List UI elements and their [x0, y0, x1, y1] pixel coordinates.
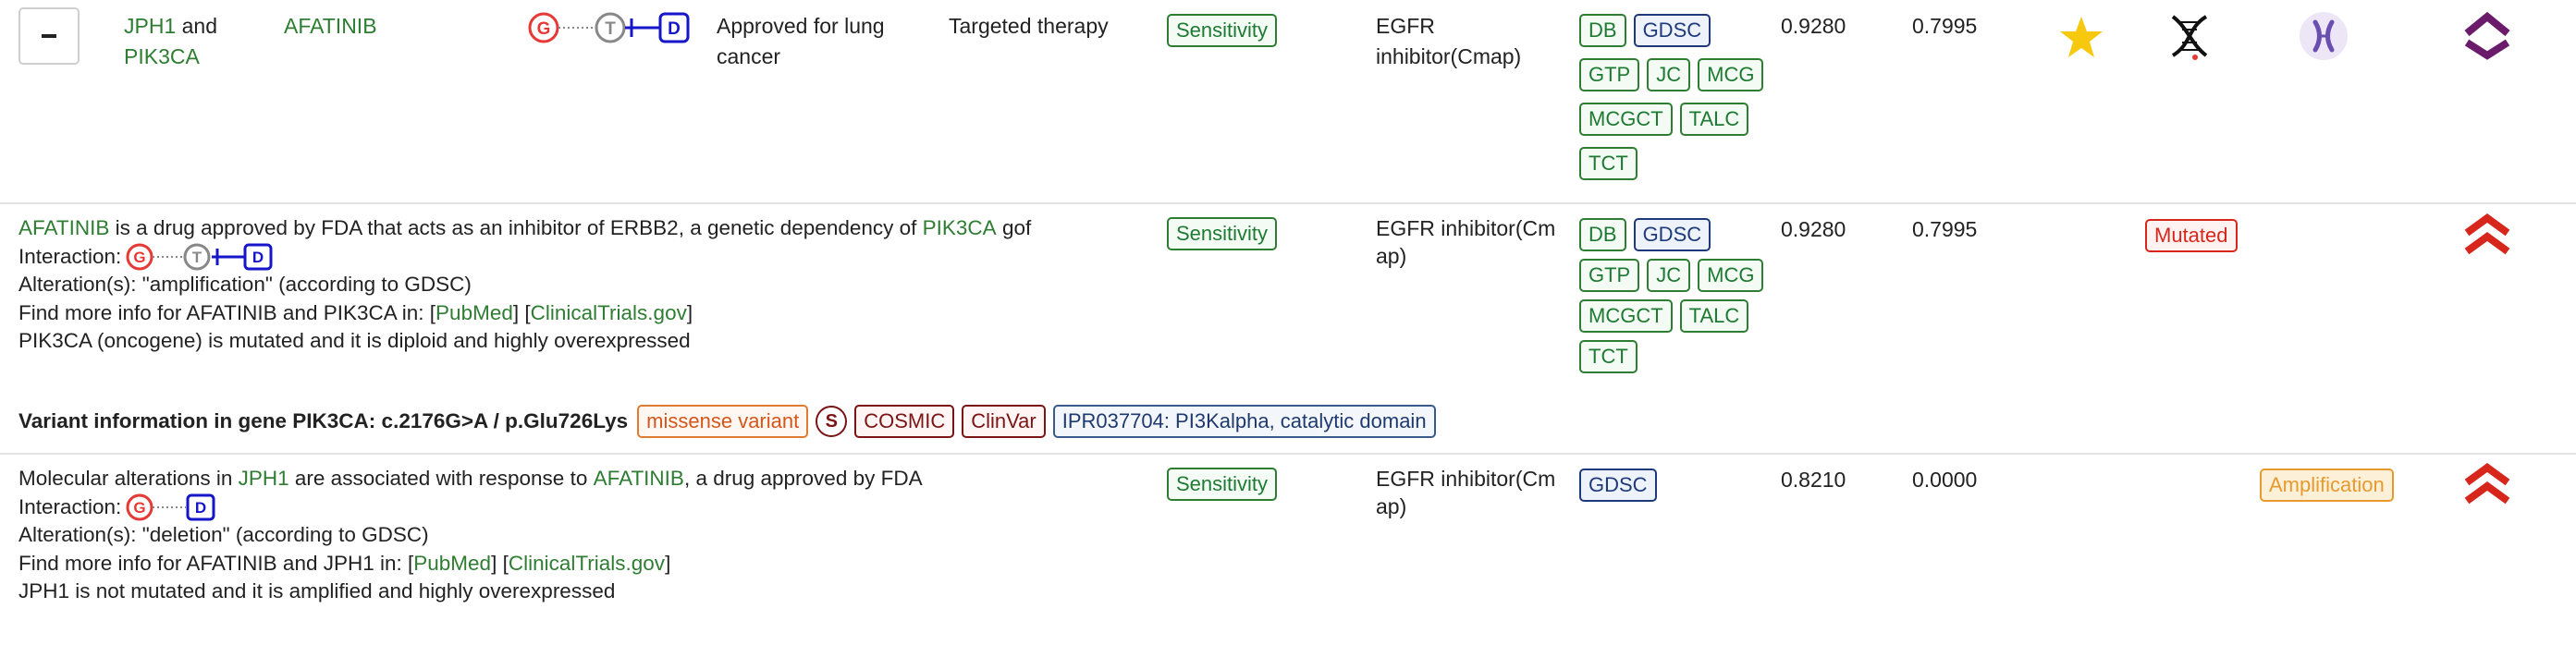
gene-node-g	[528, 12, 559, 43]
source-badge-db[interactable]: DB	[1579, 218, 1626, 251]
source-badge-db[interactable]: DB	[1579, 14, 1626, 47]
association-description: Molecular alterations in JPH1 are associ…	[18, 465, 923, 606]
approval-status: Approved for lung cancer	[717, 14, 885, 68]
protein-domain-badge[interactable]: IPR037704: PI3Kalpha, catalytic domain	[1052, 405, 1436, 438]
target-node-t-label: T	[605, 19, 616, 39]
score-2: 0.7995	[1912, 217, 1978, 241]
drug-link[interactable]: AFATINIB	[284, 14, 377, 38]
source-badge-mcg[interactable]: MCG	[1698, 259, 1764, 292]
s-marker: S	[816, 406, 848, 437]
clinicaltrials-link[interactable]: ClinicalTrials.gov	[530, 300, 687, 324]
association-description: AFATINIB is a drug approved by FDA that …	[18, 214, 1031, 356]
drug-family: EGFR inhibitor(Cm ap)	[1376, 467, 1556, 518]
mutation-status-badge: Mutated	[2145, 219, 2238, 252]
score-1: 0.9280	[1781, 14, 1846, 38]
svg-text:T: T	[192, 249, 202, 266]
source-badge-mcgct[interactable]: MCGCT	[1579, 103, 1673, 136]
score-2: 0.0000	[1912, 468, 1978, 492]
svg-text:G: G	[134, 499, 146, 517]
score-1: 0.9280	[1781, 217, 1846, 241]
interaction-diagram: G T D	[528, 12, 690, 43]
svg-text:D: D	[252, 249, 264, 266]
source-badge-talc[interactable]: TALC	[1679, 103, 1749, 136]
svg-text:G: G	[134, 249, 146, 266]
source-badge-gdsc[interactable]: GDSC	[1633, 14, 1711, 47]
source-badge-gtp[interactable]: GTP	[1579, 58, 1640, 91]
clinicaltrials-link[interactable]: ClinicalTrials.gov	[508, 551, 666, 575]
source-badge-mcg[interactable]: MCG	[1698, 58, 1764, 91]
score-2: 0.7995	[1912, 14, 1978, 38]
pubmed-link[interactable]: PubMed	[435, 300, 513, 324]
drug-node-d-label: D	[668, 19, 681, 39]
drug-family: EGFR inhibitor(Cm ap)	[1376, 216, 1556, 268]
drug-family: EGFR inhibitor(Cmap)	[1376, 14, 1522, 68]
response-badge: Sensitivity	[1167, 217, 1278, 250]
source-badge-jc[interactable]: JC	[1647, 259, 1691, 292]
dna-icon	[2171, 15, 2208, 60]
gene-summary: JPH1 is not mutated and it is amplified …	[18, 579, 616, 602]
star-icon	[2060, 17, 2103, 57]
gene-link-jph1[interactable]: JPH1	[238, 467, 289, 490]
source-badge-jc[interactable]: JC	[1647, 58, 1691, 91]
alteration-text: Alteration(s): "amplification" (accordin…	[18, 273, 472, 296]
find-more-text: Find more info for AFATINIB and PIK3CA i…	[18, 299, 1031, 328]
find-more-text: Find more info for AFATINIB and JPH1 in:…	[18, 550, 923, 578]
response-badge: Sensitivity	[1167, 468, 1278, 501]
gene-pair: JPH1 and PIK3CA	[124, 14, 218, 68]
drug-link[interactable]: AFATINIB	[18, 216, 110, 239]
interaction-diagram: G T D	[126, 243, 273, 271]
variant-info: Variant information in gene PIK3CA: c.21…	[18, 405, 1436, 438]
consequence-badge: missense variant	[637, 405, 809, 438]
cnv-status-badge: Amplification	[2260, 469, 2394, 502]
therapy-type: Targeted therapy	[949, 14, 1109, 38]
source-badge-talc[interactable]: TALC	[1679, 299, 1749, 333]
pubmed-link[interactable]: PubMed	[413, 551, 492, 575]
gene-summary: PIK3CA (oncogene) is mutated and it is d…	[18, 329, 691, 352]
variant-label: Variant information in gene PIK3CA: c.21…	[18, 409, 629, 432]
alteration-text: Alteration(s): "deletion" (according to …	[18, 523, 429, 546]
cosmic-link[interactable]: COSMIC	[854, 405, 955, 438]
collapse-button[interactable]	[18, 7, 80, 65]
source-badge-tct[interactable]: TCT	[1579, 340, 1638, 373]
response-badge: Sensitivity	[1167, 14, 1278, 47]
gene-node-g-label: G	[537, 19, 551, 39]
chromosome-icon	[2300, 12, 2348, 60]
gene-link-pik3ca[interactable]: PIK3CA	[124, 44, 200, 68]
chevron-up-icon[interactable]	[2461, 11, 2513, 61]
chevron-up-icon[interactable]	[2461, 462, 2513, 508]
interaction-diagram: G D	[126, 493, 215, 521]
drug-link[interactable]: AFATINIB	[593, 467, 684, 490]
drug-node-d	[658, 12, 690, 43]
source-badge-gtp[interactable]: GTP	[1579, 259, 1640, 292]
gene-link-pik3ca[interactable]: PIK3CA	[922, 216, 997, 239]
svg-text:D: D	[195, 499, 206, 517]
source-badge-gdsc[interactable]: GDSC	[1633, 218, 1711, 251]
gene-link-jph1[interactable]: JPH1	[124, 14, 177, 38]
target-node-t	[595, 12, 626, 43]
source-badge-tct[interactable]: TCT	[1579, 147, 1638, 180]
source-badge-mcgct[interactable]: MCGCT	[1579, 299, 1673, 333]
source-badge-gdsc[interactable]: GDSC	[1579, 469, 1657, 502]
chevron-up-icon[interactable]	[2461, 213, 2513, 259]
clinvar-link[interactable]: ClinVar	[962, 405, 1046, 438]
score-1: 0.8210	[1781, 468, 1846, 492]
